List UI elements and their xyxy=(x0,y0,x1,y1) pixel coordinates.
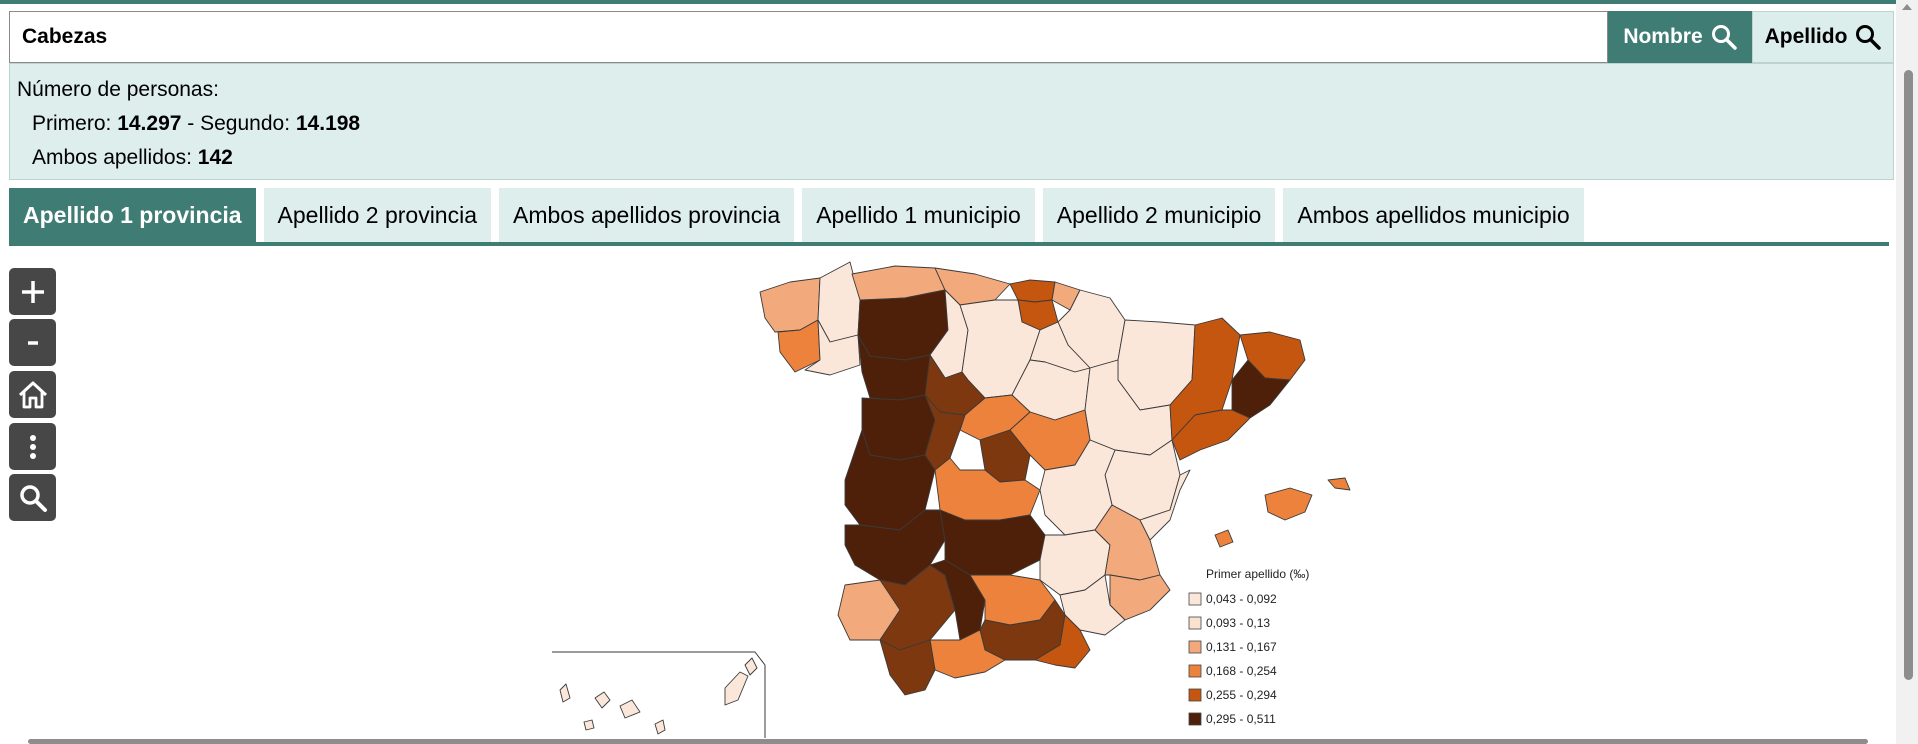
legend-label-4: 0,168 - 0,254 xyxy=(1206,664,1277,678)
legend-swatch-6 xyxy=(1188,712,1202,726)
search-bar: Nombre Apellido xyxy=(9,11,1894,63)
spain-province-map[interactable]: Primer apellido (‰) 0,043 - 0,092 0,093 … xyxy=(9,250,1889,738)
search-icon xyxy=(19,484,47,512)
tab-ambos-apellidos-municipio[interactable]: Ambos apellidos municipio xyxy=(1283,188,1584,242)
province-tarragona[interactable] xyxy=(1171,409,1251,461)
province-vizcaya[interactable] xyxy=(1009,279,1056,303)
apellido-button-label: Apellido xyxy=(1764,25,1848,48)
island-gran-canaria[interactable] xyxy=(594,691,611,709)
tab-apellido-2-provincia[interactable]: Apellido 2 provincia xyxy=(263,188,491,242)
legend-label-2: 0,093 - 0,13 xyxy=(1206,616,1270,630)
zoom-out-icon xyxy=(27,340,38,345)
province-salamanca[interactable] xyxy=(861,394,936,461)
canary-inset-frame xyxy=(552,651,766,738)
segundo-value: 14.198 xyxy=(295,112,361,135)
island-fuerteventura[interactable] xyxy=(724,671,749,706)
zoom-in-icon xyxy=(21,280,44,303)
province-castellon[interactable] xyxy=(1139,469,1191,541)
tab-bar: Apellido 1 provincia Apellido 2 provinci… xyxy=(9,188,1584,242)
scroll-up-arrow-icon[interactable] xyxy=(1902,4,1912,10)
ambos-value: 142 xyxy=(197,146,233,169)
surname-search-input[interactable] xyxy=(9,11,1608,63)
province-barcelona[interactable] xyxy=(1231,359,1291,419)
province-cadiz[interactable] xyxy=(879,639,936,696)
map-search-button[interactable] xyxy=(9,474,56,521)
province-ourense[interactable] xyxy=(804,319,861,376)
first-second-counts: Primero: 14.297 - Segundo: 14.198 xyxy=(17,107,1886,141)
zoom-out-button[interactable] xyxy=(9,319,56,366)
island-la-palma[interactable] xyxy=(559,683,571,703)
segundo-label: - Segundo: xyxy=(187,112,291,135)
home-icon xyxy=(18,381,47,408)
island-la-gomera[interactable] xyxy=(583,719,595,731)
island-mallorca[interactable] xyxy=(1264,487,1313,521)
island-menorca[interactable] xyxy=(1327,477,1351,491)
legend-swatch-2 xyxy=(1188,616,1202,630)
search-apellido-button[interactable]: Apellido xyxy=(1752,11,1894,63)
tab-apellido-1-municipio[interactable]: Apellido 1 municipio xyxy=(802,188,1035,242)
province-badajoz[interactable] xyxy=(844,509,946,586)
horizontal-scroll-thumb[interactable] xyxy=(28,739,1868,744)
tab-apellido-1-provincia[interactable]: Apellido 1 provincia xyxy=(9,188,256,242)
more-vertical-icon xyxy=(29,434,36,459)
primero-value: 14.297 xyxy=(117,112,182,135)
both-surnames-count: Ambos apellidos: 142 xyxy=(17,141,1886,175)
more-options-button[interactable] xyxy=(9,423,56,470)
tab-ambos-apellidos-provincia[interactable]: Ambos apellidos provincia xyxy=(499,188,795,242)
province-alicante[interactable] xyxy=(1109,574,1171,621)
legend-label-3: 0,131 - 0,167 xyxy=(1206,640,1277,654)
home-button[interactable] xyxy=(9,371,56,418)
primero-label: Primero: xyxy=(32,112,112,135)
choropleth-map[interactable]: Primer apellido (‰) 0,043 - 0,092 0,093 … xyxy=(9,250,1889,738)
province-malaga[interactable] xyxy=(929,629,1006,679)
search-icon xyxy=(1856,25,1882,50)
top-accent-bar xyxy=(0,0,1918,4)
legend-swatch-5 xyxy=(1188,688,1202,702)
map-legend: Primer apellido (‰) 0,043 - 0,092 0,093 … xyxy=(1188,567,1309,726)
search-icon xyxy=(1711,25,1737,50)
province-sevilla[interactable] xyxy=(879,564,956,651)
legend-label-5: 0,255 - 0,294 xyxy=(1206,688,1277,702)
island-ibiza[interactable] xyxy=(1214,529,1234,548)
zoom-in-button[interactable] xyxy=(9,268,56,315)
people-count-panel: Número de personas: Primero: 14.297 - Se… xyxy=(9,63,1894,180)
legend-label-6: 0,295 - 0,511 xyxy=(1206,712,1276,726)
island-el-hierro[interactable] xyxy=(654,719,666,735)
tab-underline xyxy=(9,242,1889,246)
island-tenerife[interactable] xyxy=(619,699,641,719)
vertical-scroll-thumb[interactable] xyxy=(1904,70,1913,680)
ambos-label: Ambos apellidos: xyxy=(32,146,192,169)
island-lanzarote[interactable] xyxy=(744,657,758,676)
nombre-button-label: Nombre xyxy=(1623,25,1703,48)
tab-apellido-2-municipio[interactable]: Apellido 2 municipio xyxy=(1042,188,1276,242)
search-nombre-button[interactable]: Nombre xyxy=(1608,11,1752,63)
province-almeria[interactable] xyxy=(1034,614,1091,669)
legend-title: Primer apellido (‰) xyxy=(1206,567,1309,581)
legend-swatch-3 xyxy=(1188,640,1202,654)
people-count-heading: Número de personas: xyxy=(17,78,219,101)
legend-swatch-4 xyxy=(1188,664,1202,678)
province-ciudad-real[interactable] xyxy=(939,509,1046,576)
legend-swatch-1 xyxy=(1188,592,1202,606)
legend-label-1: 0,043 - 0,092 xyxy=(1206,592,1277,606)
